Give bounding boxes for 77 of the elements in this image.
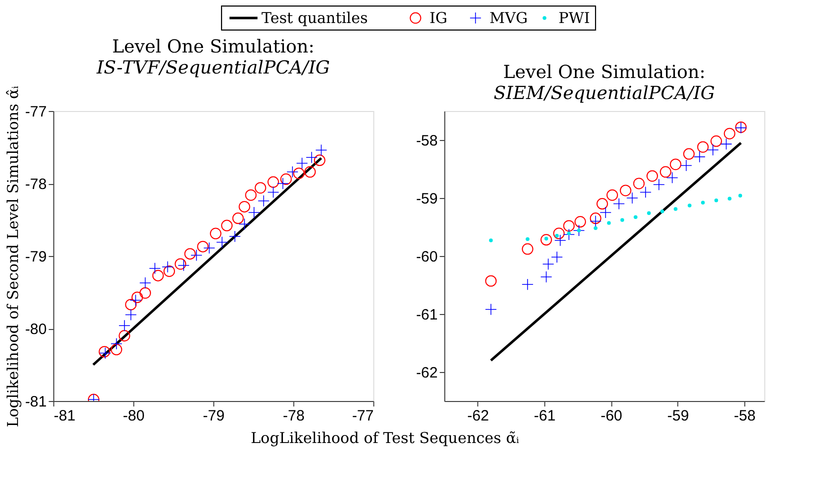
point [526, 237, 530, 242]
chart-title: Level One Simulation: [112, 36, 314, 58]
point [607, 221, 611, 225]
x-tick-label: -79 [202, 408, 225, 424]
point [653, 179, 664, 190]
y-tick-label: -77 [25, 104, 47, 120]
point [697, 141, 709, 153]
point [647, 211, 651, 215]
y-tick-label: -79 [25, 248, 47, 266]
point [542, 258, 554, 270]
point [540, 271, 552, 282]
point [728, 196, 732, 200]
point [574, 216, 586, 228]
point [600, 207, 612, 218]
x-tick-label: -80 [122, 408, 145, 424]
point [489, 238, 493, 242]
legend-label: PWI [558, 9, 590, 27]
chart-subtitle: SIEM/SequentialPCA/IG [494, 83, 715, 104]
point [714, 198, 718, 202]
point [620, 184, 632, 196]
point [683, 148, 695, 160]
x-tick-label: -81 [54, 408, 76, 424]
point [553, 228, 565, 240]
x-axis-title: LogLikelihood of Test Sequences α̃ᵢ [250, 429, 520, 448]
x-tick-label: -78 [282, 408, 305, 424]
point [701, 200, 705, 205]
point [522, 278, 534, 290]
y-tick-label: -80 [25, 321, 47, 338]
chart-title: Level One Simulation: [503, 62, 706, 83]
point [563, 220, 575, 232]
legend-label: IG [430, 9, 448, 27]
x-tick-label: -60 [600, 408, 622, 424]
y-tick-label: -81 [25, 394, 47, 410]
chart-subtitle: IS-TVF/SequentialPCA/IG [96, 57, 330, 78]
y-axis-title: Loglikelihood of Second Level Simulations α̂ᵢ [4, 86, 22, 428]
point [688, 204, 692, 208]
point [720, 138, 732, 150]
point [485, 304, 496, 315]
point [596, 198, 608, 210]
legend-label: MVG [490, 9, 528, 27]
point [540, 234, 552, 246]
point [670, 158, 682, 170]
x-tick-label: -59 [667, 408, 689, 424]
point [590, 216, 602, 227]
point [694, 151, 706, 162]
x-tick-label: -58 [734, 408, 756, 424]
point [620, 218, 624, 222]
point [551, 252, 562, 263]
point [640, 186, 652, 198]
y-tick-label: -59 [416, 190, 438, 208]
y-tick-label: -60 [416, 248, 438, 266]
point [674, 207, 678, 211]
x-tick-label: -61 [534, 408, 556, 424]
point [626, 192, 638, 204]
point [660, 166, 672, 178]
point [660, 209, 664, 214]
y-tick-label: -61 [416, 306, 438, 324]
point [606, 189, 618, 201]
point [724, 128, 736, 140]
point [707, 144, 718, 156]
point [646, 170, 658, 182]
point [594, 226, 598, 230]
point [522, 243, 534, 255]
y-tick-label: -78 [25, 176, 47, 193]
point [738, 194, 742, 198]
x-tick-label: -62 [467, 408, 489, 424]
point [710, 135, 722, 147]
point [634, 215, 638, 220]
point [680, 160, 692, 171]
point [590, 212, 602, 224]
point [485, 275, 497, 287]
x-tick-label: -77 [352, 408, 374, 424]
y-tick-label: -58 [416, 132, 438, 150]
point [613, 198, 624, 210]
y-tick-label: -62 [416, 364, 438, 382]
legend-label: Test quantiles [262, 9, 368, 27]
point [633, 178, 645, 190]
